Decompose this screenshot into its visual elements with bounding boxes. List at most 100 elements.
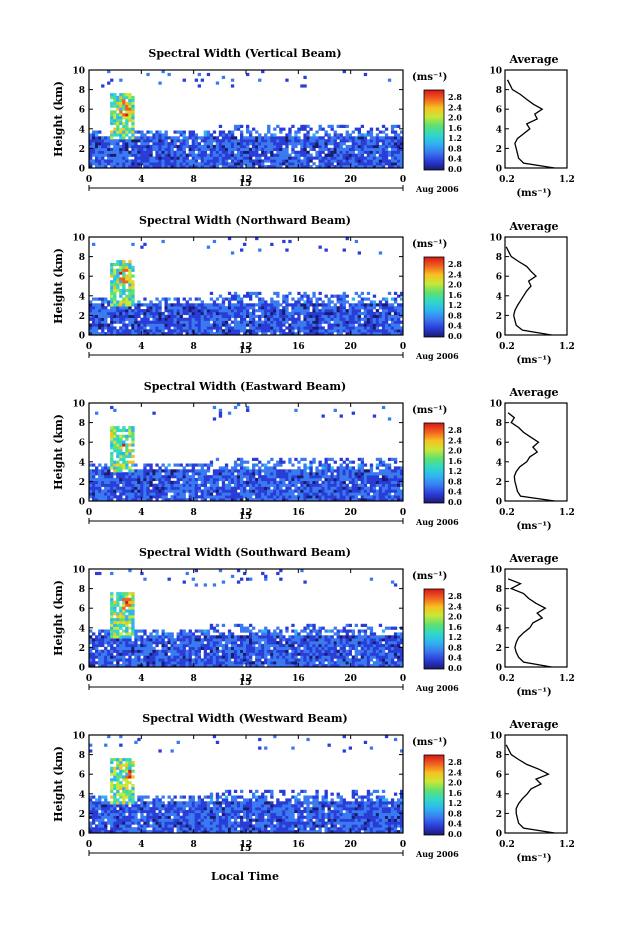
profile-x-tick-label: 1.2 (559, 674, 575, 684)
y-tick-label: 8 (79, 751, 85, 761)
y-tick-label: 10 (72, 732, 85, 742)
profile-y-tick-label: 10 (489, 67, 502, 77)
y-tick-label: 6 (79, 106, 85, 116)
colorbar-tick-label: 0.8 (448, 310, 462, 320)
profile-x-axis-label: (ms⁻¹) (516, 853, 551, 864)
profile-x-tick-label: 0.2 (499, 840, 515, 850)
colorbar-tick-label: 1.6 (448, 622, 462, 632)
colorbar-tick-label: 2.4 (448, 435, 462, 445)
colorbar-unit: (ms⁻¹) (412, 72, 447, 83)
colorbar-tick-label: 0.0 (448, 663, 462, 673)
colorbar (423, 89, 445, 171)
profile-y-tick-label: 10 (489, 400, 502, 410)
colorbar-tick-label: 0.4 (448, 154, 462, 164)
x-tick-label: 0 (86, 840, 92, 850)
y-tick-label: 2 (79, 312, 85, 322)
y-tick-label: 10 (72, 67, 85, 77)
colorbar-tick-label: 2.8 (448, 425, 462, 435)
profile-y-tick-label: 10 (489, 234, 502, 244)
y-tick-label: 2 (79, 810, 85, 820)
colorbar-tick-label: 0.0 (448, 331, 462, 341)
x-tick-label: 8 (191, 175, 197, 185)
heatmap-field (89, 569, 404, 668)
profile-x-tick-label: 1.2 (559, 342, 575, 352)
colorbar-tick-label: 0.8 (448, 642, 462, 652)
y-tick-label: 0 (79, 830, 85, 840)
colorbar-tick-label: 2.0 (448, 778, 462, 788)
date-label: Aug 2006 (415, 351, 459, 361)
colorbar-tick-label: 0.0 (448, 497, 462, 507)
profile-y-tick-label: 4 (496, 458, 502, 468)
colorbar-tick-label: 0.4 (448, 819, 462, 829)
x-tick-label: 20 (344, 508, 357, 518)
chart-title: Spectral Width (Westward Beam) (142, 712, 347, 725)
colorbar (423, 256, 445, 338)
x-tick-label: 12 (240, 674, 253, 684)
heatmap-field (89, 735, 404, 834)
colorbar-tick-label: 2.8 (448, 92, 462, 102)
colorbar (423, 588, 445, 670)
profile-x-tick-label: 1.2 (559, 508, 575, 518)
profile-title: Average (508, 220, 558, 233)
heatmap-field (89, 237, 404, 336)
profile-y-tick-label: 4 (496, 624, 502, 634)
panel-1: Spectral Width (Vertical Beam) 0 2 4 6 8 10 0 4 8… (52, 47, 575, 199)
profile-x-tick-label: 1.2 (559, 175, 575, 185)
x-tick-label: 12 (240, 508, 253, 518)
colorbar-tick-label: 2.8 (448, 757, 462, 767)
y-axis-label: Height (km) (52, 746, 65, 822)
profile-frame (504, 236, 568, 336)
y-tick-label: 4 (79, 125, 85, 135)
profile-x-axis-label: (ms⁻¹) (516, 188, 551, 199)
profile-line (506, 79, 555, 169)
x-tick-label: 0 (400, 840, 406, 850)
y-tick-label: 4 (79, 458, 85, 468)
profile-y-tick-label: 6 (496, 439, 502, 449)
y-tick-label: 2 (79, 644, 85, 654)
profile-x-axis-label: (ms⁻¹) (516, 355, 551, 366)
profile-title: Average (508, 718, 558, 731)
x-tick-label: 12 (240, 840, 253, 850)
colorbar-tick-label: 1.2 (448, 798, 462, 808)
y-tick-label: 2 (79, 145, 85, 155)
y-tick-label: 8 (79, 253, 85, 263)
profile-y-tick-label: 2 (496, 810, 502, 820)
x-tick-label: 0 (400, 508, 406, 518)
profile-y-tick-label: 8 (496, 419, 502, 429)
x-tick-label: 20 (344, 342, 357, 352)
y-tick-label: 4 (79, 292, 85, 302)
y-tick-label: 6 (79, 771, 85, 781)
profile-title: Average (508, 53, 558, 66)
day-label: 15 (239, 512, 252, 522)
chart-title: Spectral Width (Eastward Beam) (144, 380, 346, 393)
colorbar-tick-label: 0.4 (448, 653, 462, 663)
x-tick-label: 8 (191, 508, 197, 518)
profile-x-tick-label: 0.2 (499, 674, 515, 684)
x-tick-label: 12 (240, 175, 253, 185)
colorbar-tick-label: 2.4 (448, 102, 462, 112)
y-axis-label: Height (km) (52, 580, 65, 656)
x-tick-label: 20 (344, 674, 357, 684)
x-tick-label: 0 (86, 342, 92, 352)
y-tick-label: 4 (79, 624, 85, 634)
colorbar-tick-label: 2.4 (448, 601, 462, 611)
day-label: 15 (239, 678, 252, 688)
profile-line (505, 246, 552, 336)
y-tick-label: 6 (79, 273, 85, 283)
y-tick-label: 0 (79, 664, 85, 674)
colorbar-tick-label: 0.4 (448, 487, 462, 497)
date-label: Aug 2006 (415, 849, 459, 859)
y-tick-label: 10 (72, 400, 85, 410)
profile-y-tick-label: 6 (496, 273, 502, 283)
profile-x-tick-label: 0.2 (499, 175, 515, 185)
profile-x-tick-label: 0.2 (499, 342, 515, 352)
profile-y-tick-label: 0 (496, 664, 502, 674)
y-axis-label: Height (km) (52, 81, 65, 157)
profile-frame (504, 69, 568, 169)
profile-line (505, 744, 555, 834)
date-label: Aug 2006 (415, 184, 459, 194)
x-tick-label: 0 (400, 342, 406, 352)
y-tick-label: 0 (79, 165, 85, 175)
colorbar-unit: (ms⁻¹) (412, 405, 447, 416)
panel-4: Spectral Width (Southward Beam) 0 2 4 6 8 10 0 4… (52, 546, 575, 698)
